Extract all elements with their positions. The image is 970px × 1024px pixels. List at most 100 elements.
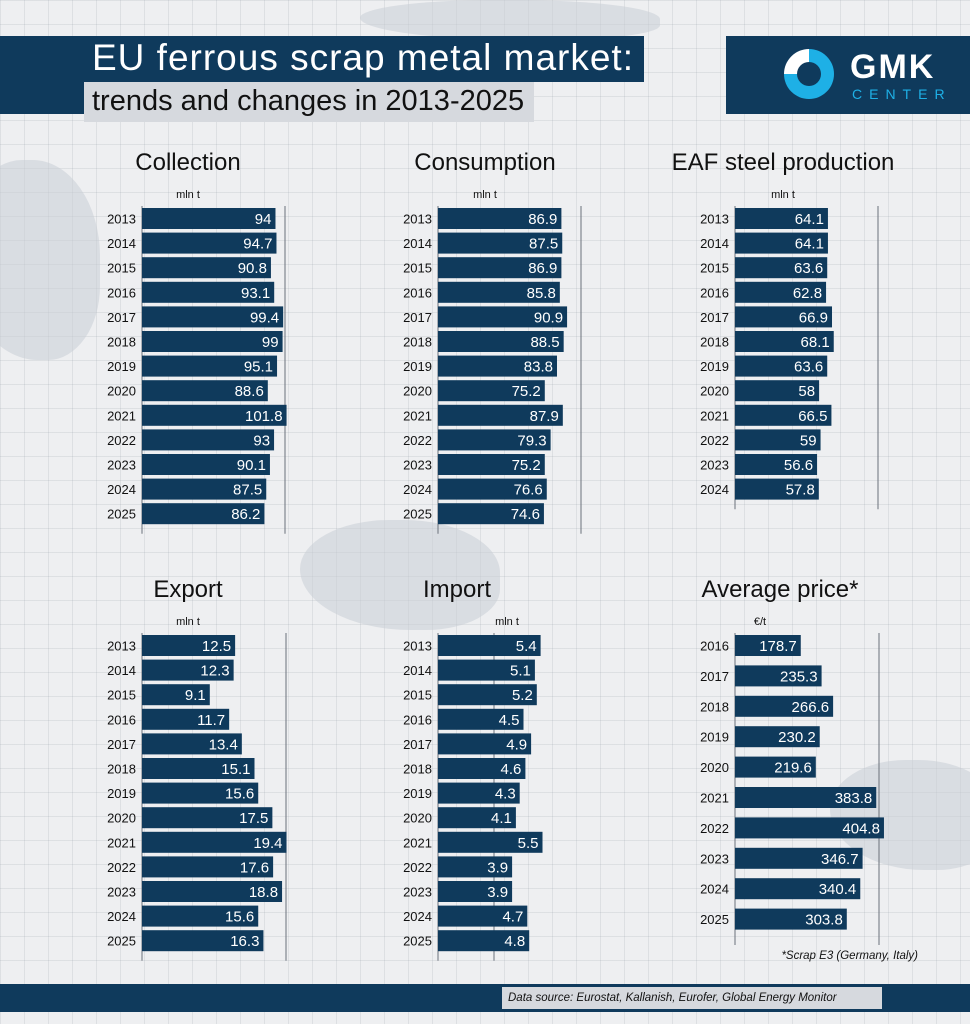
bar <box>735 331 834 352</box>
year-label: 2019 <box>403 359 432 374</box>
year-label: 2019 <box>700 359 729 374</box>
bar <box>735 756 816 778</box>
bar <box>735 380 820 402</box>
value-label: 383.8 <box>835 790 873 807</box>
year-label: 2017 <box>107 310 136 325</box>
bar <box>438 232 563 254</box>
unit-label: mln t <box>473 189 497 201</box>
chart-title: Consumption <box>414 149 555 176</box>
value-label: 17.6 <box>240 859 269 876</box>
logo-subtitle: CENTER <box>852 86 952 102</box>
year-label: 2020 <box>403 384 432 399</box>
bar <box>735 478 819 500</box>
bar <box>735 306 833 328</box>
import-chart: Import mln t 2013 5.4 2014 5.1 2015 5.2 2016 4.5 2… <box>392 573 622 971</box>
year-label: 2016 <box>700 285 729 300</box>
year-label: 2022 <box>700 821 729 836</box>
bar <box>142 881 283 902</box>
year-label: 2013 <box>700 212 729 227</box>
year-label: 2023 <box>700 851 729 866</box>
bar <box>142 208 276 229</box>
year-label: 2025 <box>107 934 136 949</box>
year-label: 2025 <box>700 912 729 927</box>
year-label: 2017 <box>107 737 136 752</box>
year-label: 2018 <box>403 762 432 777</box>
bar <box>438 478 547 500</box>
value-label: 4.5 <box>499 712 520 729</box>
bar <box>142 380 268 402</box>
year-label: 2013 <box>107 212 136 227</box>
year-label: 2021 <box>700 791 729 806</box>
value-label: 3.9 <box>487 859 508 876</box>
bar <box>735 908 847 930</box>
bar <box>438 659 535 681</box>
year-label: 2016 <box>107 712 136 727</box>
year-label: 2013 <box>403 639 432 654</box>
chart-title: Average price* <box>702 576 859 603</box>
year-label: 2015 <box>107 688 136 703</box>
value-label: 88.6 <box>235 383 264 400</box>
bar <box>438 404 563 426</box>
year-label: 2016 <box>403 285 432 300</box>
value-label: 63.6 <box>794 359 823 376</box>
year-label: 2015 <box>107 261 136 276</box>
bar <box>735 429 821 451</box>
bar <box>735 665 822 687</box>
value-label: 101.8 <box>245 408 283 425</box>
bar <box>438 257 562 279</box>
year-label: 2013 <box>107 639 136 654</box>
year-label: 2021 <box>403 408 432 423</box>
value-label: 4.7 <box>502 909 523 926</box>
value-label: 63.6 <box>794 260 823 277</box>
unit-label: mln t <box>495 616 519 628</box>
year-label: 2018 <box>403 335 432 350</box>
year-label: 2020 <box>403 811 432 826</box>
year-label: 2023 <box>107 458 136 473</box>
value-label: 340.4 <box>819 881 857 898</box>
value-label: 12.5 <box>202 638 231 655</box>
year-label: 2024 <box>700 882 729 897</box>
gmk-logo: GMK CENTER <box>726 36 970 114</box>
data-source: Data source: Eurostat, Kallanish, Eurofe… <box>502 987 882 1009</box>
collection-chart: Collection mln t 2013 94 2014 94.7 2015 90.8 201… <box>96 146 326 544</box>
bar <box>438 782 520 804</box>
value-label: 235.3 <box>780 668 818 685</box>
value-label: 93 <box>253 432 270 449</box>
value-label: 404.8 <box>842 820 880 837</box>
value-label: 99 <box>262 334 279 351</box>
value-label: 178.7 <box>759 638 797 655</box>
year-label: 2021 <box>700 408 729 423</box>
year-label: 2020 <box>107 811 136 826</box>
value-label: 5.5 <box>518 835 539 852</box>
value-label: 13.4 <box>209 736 238 753</box>
value-label: 87.9 <box>530 408 559 425</box>
bar <box>438 331 564 352</box>
bar <box>142 306 284 328</box>
bar <box>438 503 544 525</box>
bar <box>142 404 287 426</box>
value-label: 56.6 <box>784 457 813 474</box>
title-line-1: EU ferrous scrap metal market: <box>84 36 644 82</box>
year-label: 2022 <box>700 433 729 448</box>
chart-svg: Average price* €/t 2016 178.7 2017 235.3 2018 2… <box>700 576 884 945</box>
bar <box>735 695 834 717</box>
value-label: 19.4 <box>253 835 282 852</box>
year-label: 2025 <box>403 507 432 522</box>
bar <box>438 831 543 853</box>
chart-svg: EAF steel production mln t 2013 64.1 2014 64.… <box>672 149 894 510</box>
value-label: 5.2 <box>512 687 533 704</box>
year-label: 2023 <box>107 885 136 900</box>
year-label: 2014 <box>107 663 136 678</box>
value-label: 4.9 <box>506 736 527 753</box>
year-label: 2023 <box>403 458 432 473</box>
value-label: 12.3 <box>200 663 229 680</box>
map-shape-north <box>360 0 660 40</box>
year-label: 2019 <box>107 786 136 801</box>
value-label: 76.6 <box>514 482 543 499</box>
year-label: 2015 <box>403 688 432 703</box>
value-label: 9.1 <box>185 687 206 704</box>
chart-title: Export <box>153 576 223 603</box>
bar <box>735 208 828 229</box>
bar <box>142 807 273 829</box>
bar <box>438 380 545 402</box>
